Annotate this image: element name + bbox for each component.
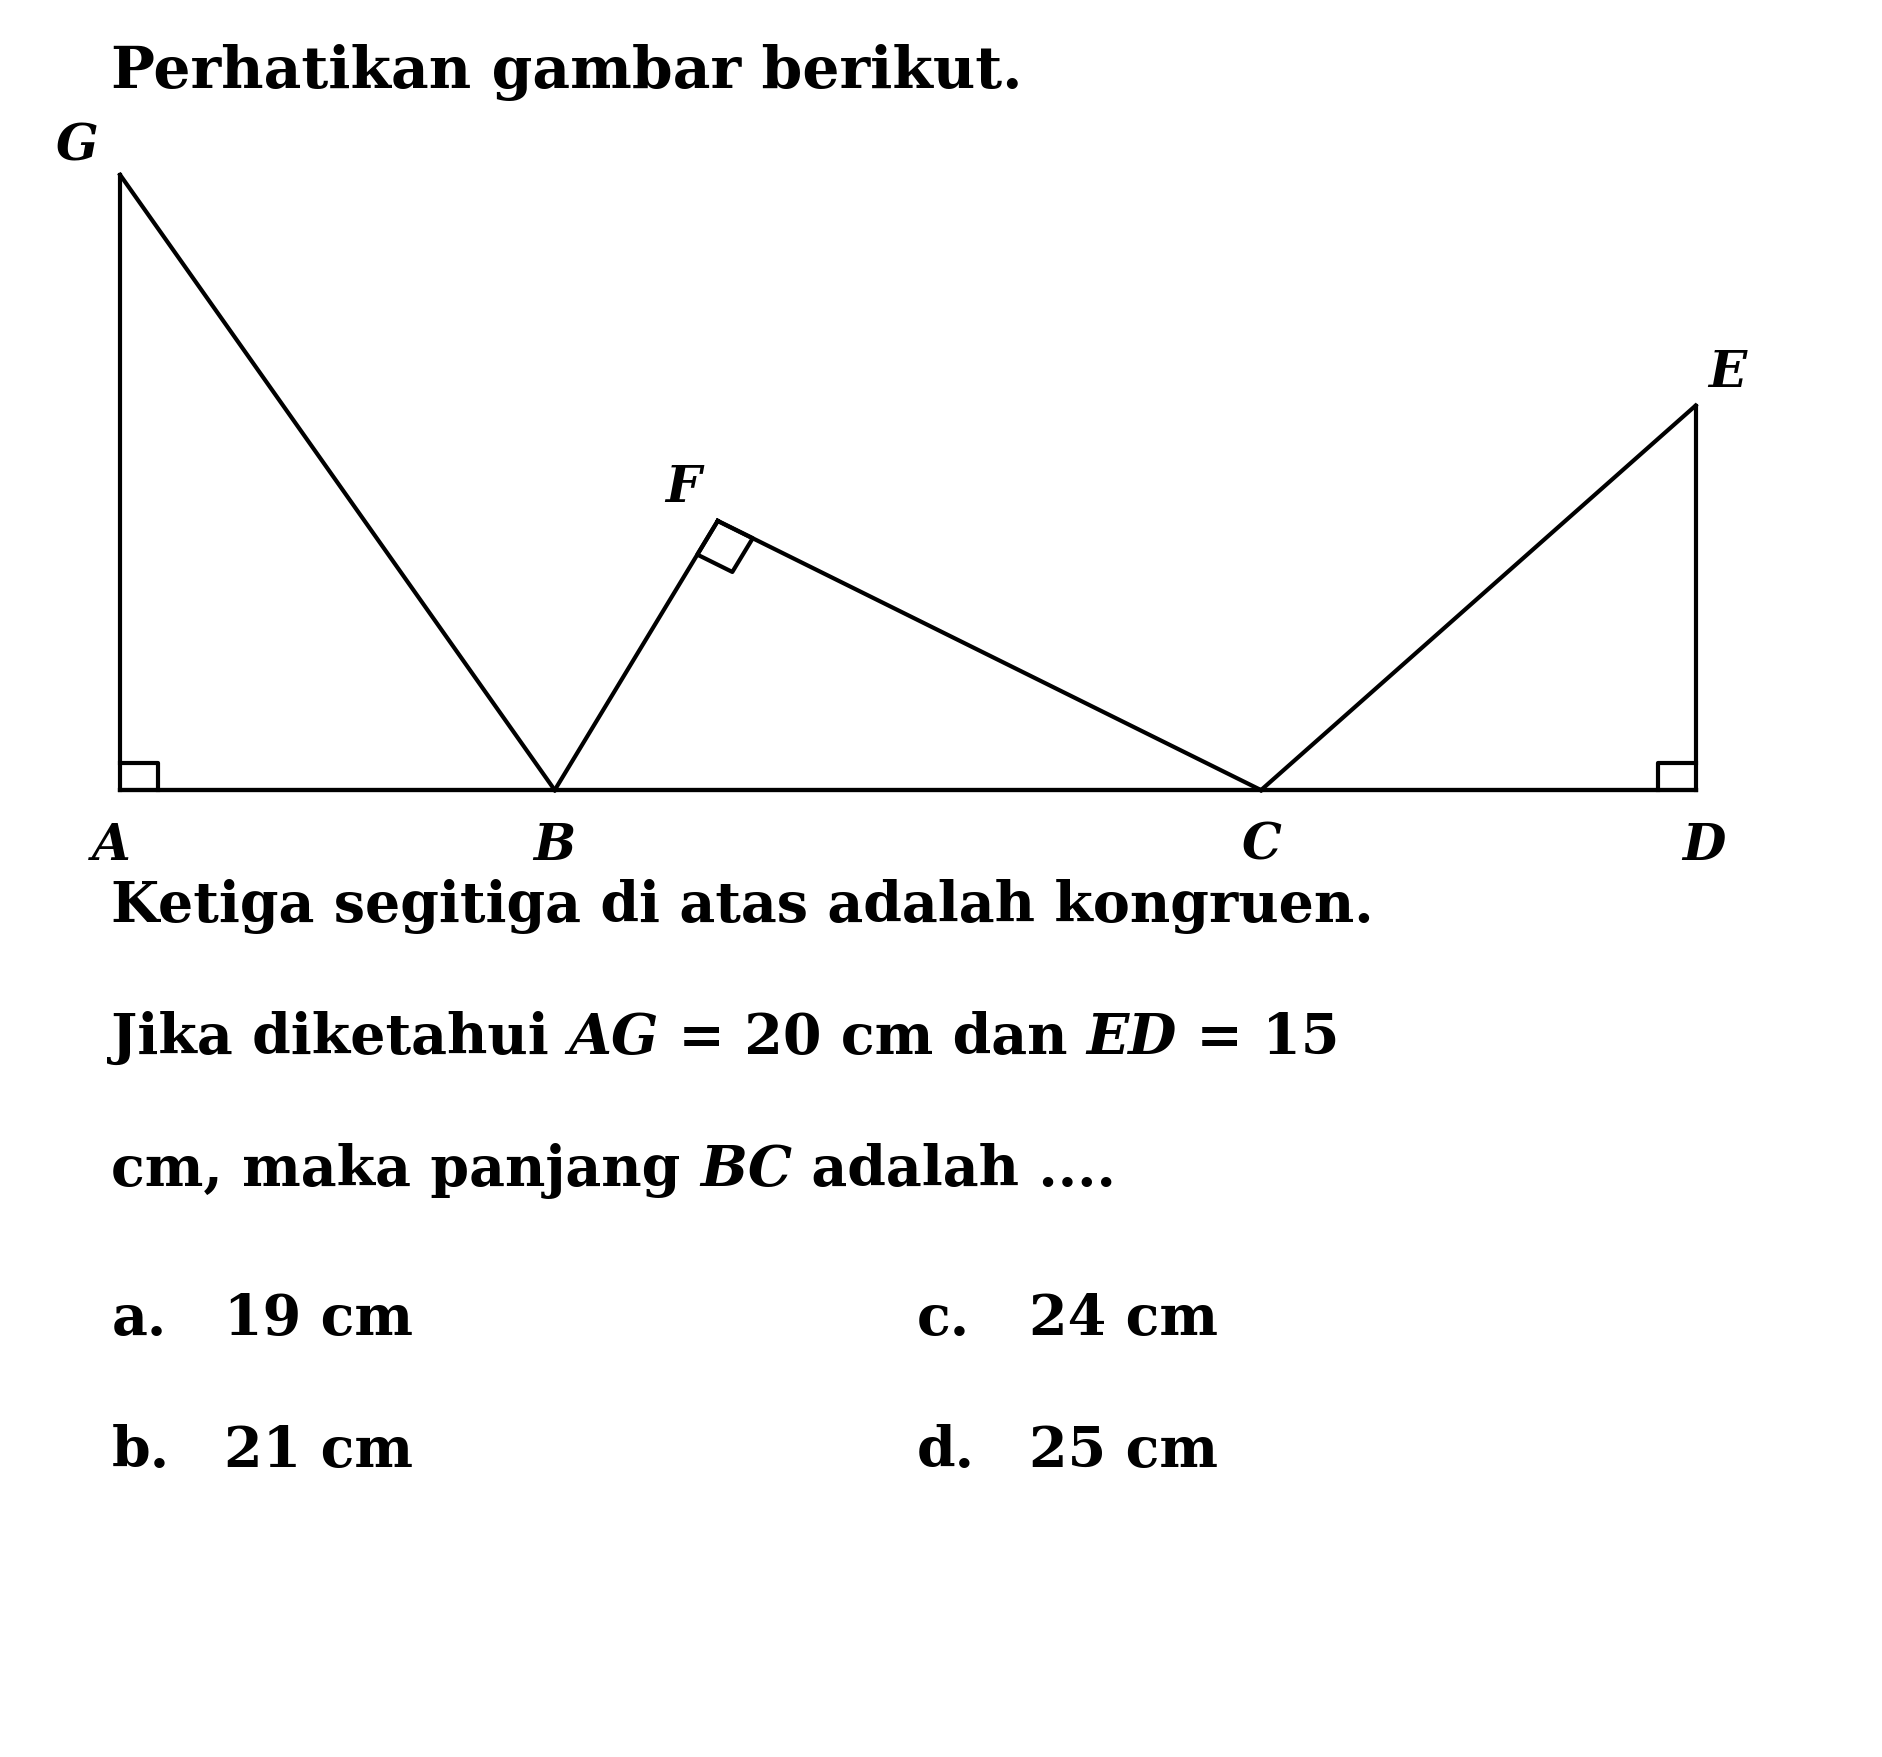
Text: G: G [56, 123, 98, 172]
Text: d.: d. [917, 1423, 975, 1478]
Text: D: D [1683, 821, 1726, 870]
Text: 19 cm: 19 cm [224, 1291, 412, 1346]
Text: a.: a. [111, 1291, 167, 1346]
Text: BC: BC [700, 1142, 792, 1197]
Text: 25 cm: 25 cm [1029, 1423, 1218, 1478]
Text: b.: b. [111, 1423, 169, 1478]
Text: Jika diketahui: Jika diketahui [111, 1010, 568, 1065]
Text: C: C [1240, 821, 1282, 870]
Text: ED: ED [1086, 1010, 1176, 1065]
Text: AG: AG [568, 1010, 659, 1065]
Text: c.: c. [917, 1291, 969, 1346]
Text: F: F [664, 464, 700, 513]
Text: = 20 cm dan: = 20 cm dan [659, 1010, 1086, 1065]
Text: 24 cm: 24 cm [1029, 1291, 1218, 1346]
Text: cm, maka panjang: cm, maka panjang [111, 1142, 700, 1198]
Text: adalah ....: adalah .... [792, 1142, 1116, 1197]
Text: E: E [1709, 348, 1746, 397]
Text: 21 cm: 21 cm [224, 1423, 412, 1478]
Text: B: B [534, 821, 576, 870]
Text: = 15: = 15 [1176, 1010, 1340, 1065]
Text: A: A [92, 821, 130, 870]
Text: Perhatikan gambar berikut.: Perhatikan gambar berikut. [111, 44, 1024, 100]
Text: Ketiga segitiga di atas adalah kongruen.: Ketiga segitiga di atas adalah kongruen. [111, 878, 1374, 933]
